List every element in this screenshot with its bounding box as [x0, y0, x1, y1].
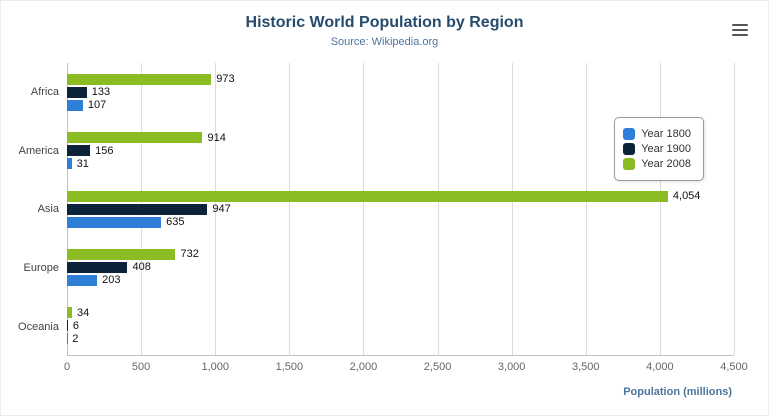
data-label: 914 [207, 131, 226, 144]
gridline [511, 63, 513, 355]
tick-label: 0 [63, 361, 71, 373]
tick-label: 4,000 [646, 361, 674, 373]
bar-row: 2 [67, 332, 734, 345]
legend-swatch [623, 143, 636, 155]
gridline [363, 63, 365, 355]
data-label: 4,054 [672, 190, 701, 203]
data-label: 973 [216, 73, 235, 86]
bar-group-asia: 4,054 947 635 [67, 180, 734, 238]
tick-label: 2,500 [423, 361, 452, 373]
hamburger-bar [732, 29, 748, 31]
bar-year-1900-africa[interactable] [67, 86, 87, 98]
data-label: 947 [212, 203, 231, 216]
data-label: 34 [77, 306, 90, 319]
hamburger-icon[interactable] [730, 21, 752, 39]
data-label: 635 [166, 216, 185, 229]
gridline [289, 63, 291, 355]
plot-area: 973 133 107 914 156 31 4,054 947 635 732 408 203 34 6… [67, 63, 735, 356]
bar-row: 732 [67, 248, 734, 261]
legend-item-year-1900[interactable]: Year 1900 [623, 143, 691, 155]
legend-swatch [623, 158, 636, 170]
data-label: 203 [102, 274, 121, 287]
data-label: 156 [95, 144, 114, 157]
bar-year-2008-asia[interactable] [67, 190, 668, 202]
gridline [659, 63, 661, 355]
legend: Year 1800 Year 1900 Year 2008 [614, 117, 704, 181]
chart-subtitle: Source: Wikipedia.org [330, 36, 439, 48]
legend-item-year-2008[interactable]: Year 2008 [623, 158, 691, 170]
bar-year-1800-africa[interactable] [67, 99, 83, 111]
plot-wrap: 973 133 107 914 156 31 4,054 947 635 732 408 203 34 6… [63, 63, 748, 398]
bar-row: 973 [67, 73, 734, 86]
bar-year-2008-oceania[interactable] [67, 307, 73, 319]
bar-group-oceania: 34 6 2 [67, 297, 734, 355]
legend-swatch [623, 128, 636, 140]
hamburger-bar [732, 24, 748, 26]
legend-label: Year 1800 [641, 128, 691, 140]
bar-row: 635 [67, 216, 734, 229]
x-axis-title: Population (millions) [623, 386, 732, 398]
hamburger-bar [732, 34, 748, 36]
category-label-europe: Europe [23, 262, 59, 275]
bar-year-1800-america[interactable] [67, 158, 72, 170]
legend-label: Year 2008 [641, 158, 691, 170]
bar-year-2008-africa[interactable] [67, 73, 212, 85]
tick-label: 1,000 [201, 361, 229, 373]
bar-row: 203 [67, 274, 734, 287]
bar-year-1900-asia[interactable] [67, 203, 208, 215]
bar-row: 31 [67, 157, 734, 170]
bar-row: 947 [67, 203, 734, 216]
bar-row: 408 [67, 261, 734, 274]
data-label: 31 [76, 157, 89, 170]
bar-row: 914 [67, 131, 734, 144]
category-label-africa: Africa [30, 86, 59, 99]
category-label-oceania: Oceania [18, 320, 59, 333]
gridline [215, 63, 217, 355]
bar-row: 4,054 [67, 190, 734, 203]
tick-label: 4,500 [720, 361, 748, 373]
data-label: 107 [87, 99, 107, 112]
data-label: 6 [72, 319, 79, 332]
bar-year-2008-europe[interactable] [67, 248, 176, 260]
bar-group-america: 914 156 31 [67, 121, 734, 179]
legend-label: Year 1900 [641, 143, 691, 155]
gridline [585, 63, 587, 355]
bar-row: 6 [67, 319, 734, 332]
bar-row: 156 [67, 144, 734, 157]
bar-row: 34 [67, 306, 734, 319]
data-label: 133 [91, 86, 111, 99]
category-axis: Africa America Asia Europe Oceania [7, 63, 67, 356]
tick-label: 2,000 [349, 361, 378, 373]
tick-label: 500 [131, 361, 151, 373]
gridline [734, 63, 735, 355]
category-label-asia: Asia [37, 203, 59, 216]
plot-body: Africa America Asia Europe Oceania 973 133 107… [7, 63, 748, 398]
gridline [437, 63, 439, 355]
data-label: 732 [180, 248, 199, 261]
data-label: 2 [72, 332, 79, 345]
bar-row: 133 [67, 86, 734, 99]
bar-year-1900-europe[interactable] [67, 261, 128, 273]
tick-label: 3,500 [572, 361, 600, 373]
chart-title: Historic World Population by Region [245, 14, 524, 31]
tick-label: 1,500 [275, 361, 304, 373]
bar-group-europe: 732 408 203 [67, 238, 734, 296]
bar-year-1900-america[interactable] [67, 145, 91, 157]
bar-year-1800-asia[interactable] [67, 216, 162, 228]
bar-group-africa: 973 133 107 [67, 63, 734, 121]
data-label: 408 [132, 261, 151, 274]
bar-year-1900-oceania[interactable] [67, 320, 68, 332]
bar-year-1800-europe[interactable] [67, 274, 98, 286]
category-label-america: America [18, 144, 59, 157]
bar-row: 107 [67, 99, 734, 112]
bar-year-2008-america[interactable] [67, 132, 203, 144]
tick-label: 3,000 [497, 361, 526, 373]
value-axis: 0 500 1,000 1,500 2,000 2,500 3,000 3,500 4,000 4… [63, 356, 748, 374]
legend-item-year-1800[interactable]: Year 1800 [623, 128, 691, 140]
